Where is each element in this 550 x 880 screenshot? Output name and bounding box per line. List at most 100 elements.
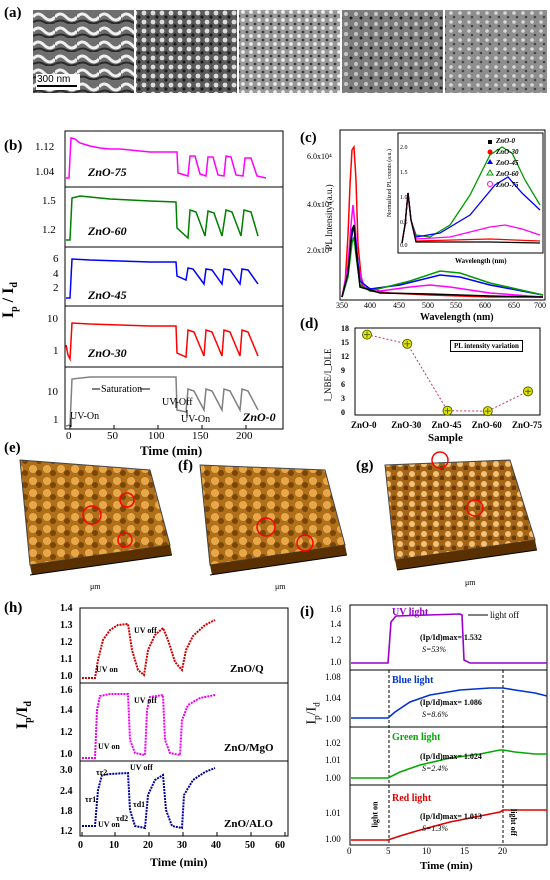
i-xtick: 10 [422,846,431,856]
b-ytick: 1 [53,414,59,426]
i-s-red: S=1.3% [422,824,449,833]
h-subplot-label: ZnO/Q [230,663,264,675]
i-s-green: S=2.4% [422,764,449,773]
i-xtick: 5 [386,846,391,856]
h-xtick: 30 [177,840,187,851]
sem-scale-bar-label: 300 nm [37,74,71,85]
b-series-zno45 [66,258,259,299]
i-series-uv [351,613,547,664]
h-tr2: τr2 [96,768,108,777]
panel-label-f: (f) [178,458,193,474]
h-uvoff-1: UV off [134,626,157,635]
h-ytick: 1.1 [60,654,73,665]
i-xlabel: Time (min) [420,860,473,872]
b-saturation-label: Saturation [101,384,143,395]
i-xtick: 20 [498,846,507,856]
b-series-zno60 [66,195,259,241]
i-ytick: 1.02 [325,738,341,748]
c-legend-zno0: ZnO-0 [496,137,516,145]
h-ytick: 1.0 [60,671,73,682]
chart-b-frame [64,130,284,430]
b-ytick: 1.5 [42,195,56,207]
c-series-zno30 [341,144,543,298]
i-extra-uv: light off [490,610,520,620]
c-xtick: 550 [450,301,462,310]
h-xtick: 40 [211,840,221,851]
i-ytick: 1.00 [325,714,341,724]
h-uvon-2: UV on [98,742,120,751]
h-xtick: 0 [78,840,83,851]
c-ylabel: PL Intensity (a.u.) [324,184,334,250]
d-xtick: ZnO-60 [471,420,502,430]
c-xtick: 350 [336,301,348,310]
c-xtick: 700 [534,301,546,310]
i-ytick: 1.2 [330,635,342,645]
panel-label-e: (e) [4,440,21,456]
panel-label-b: (b) [4,138,23,154]
b-series-label: ZnO-0 [243,410,276,424]
h-uvoff-2: UV off [134,696,157,705]
c-inset-ytick: 1.5 [400,170,408,176]
i-ratio-uv: (Ip/Id)max= 1.532 [420,633,482,642]
i-s-uv: S=53% [422,645,447,654]
chart-c [339,129,546,301]
i-title-green: Green light [392,732,441,743]
c-ytick: 2.0x10⁴ [307,246,332,255]
d-ytick: 0 [341,408,345,417]
c-legend-zno45: ZnO-45 [496,159,519,167]
h-td1: τd1 [133,800,146,809]
c-ytick: 6.0x10⁴ [307,152,332,161]
panel-label-a: (a) [4,5,22,21]
i-light-on: light on [370,801,380,828]
c-inset-ytick: 1.0 [400,195,408,201]
i-series-green [351,749,547,779]
i-ytick: 1.4 [330,619,342,629]
b-ytick: 1.04 [35,166,55,178]
b-ytick: 1.2 [42,224,56,236]
b-xtick: 150 [192,430,209,442]
d-xtick: ZnO-45 [431,420,462,430]
h-td2: τd2 [116,814,129,823]
b-ytick: 1.12 [35,141,55,153]
h-series-znoq [82,619,216,679]
b-ytick: 1 [53,345,59,357]
afm-unit-e: μm [90,582,101,591]
i-xtick: 15 [460,846,469,856]
b-uvon-label-1: UV-On [70,411,100,422]
b-series-label: ZnO-60 [88,224,127,238]
c-inset-xlabel: Wavelength (nm) [455,257,507,265]
h-xtick: 20 [143,840,153,851]
d-ytick: 12 [341,352,349,361]
chart-d [354,327,541,417]
i-ytick: 1.6 [330,604,342,614]
i-ratio-green: (Ip/Id)max= 1.024 [420,752,482,761]
c-legend-zno30: ZnO-30 [496,148,519,156]
d-ytick: 18 [341,324,349,333]
c-inset-ytick: 0.5 [400,220,408,226]
h-xtick: 10 [109,840,119,851]
h-ytick: 1.2 [60,826,73,837]
chart-i [349,604,548,846]
b-series-zno0 [65,376,259,427]
h-tr1: τr1 [85,795,97,804]
h-ytick: 1.2 [60,727,73,738]
afm-unit-f: μm [275,582,286,591]
h-subplot-label: ZnO/MgO [224,742,274,754]
i-ytick: 1.00 [325,773,341,783]
i-s-blue: S=8.6% [422,710,449,719]
d-ylabel: I_NBE/I_DLE [323,348,333,402]
i-title-uv: UV light [392,607,429,618]
i-ytick: 1.0 [330,657,342,667]
h-ytick: 1.6 [60,685,73,696]
d-xtick: ZnO-75 [512,420,543,430]
b-xtick: 100 [148,430,165,442]
h-series-znoalo [82,767,216,830]
panel-label-c: (c) [300,130,317,146]
d-ytick: 3 [341,394,345,403]
h-ytick: 1.0 [60,749,73,760]
h-xtick: 60 [275,840,285,851]
b-ytick: 10 [47,313,58,325]
h-ytick: 1.4 [60,603,73,614]
h-ylabel: Ip/Id [13,701,35,730]
i-title-red: Red light [392,793,432,804]
